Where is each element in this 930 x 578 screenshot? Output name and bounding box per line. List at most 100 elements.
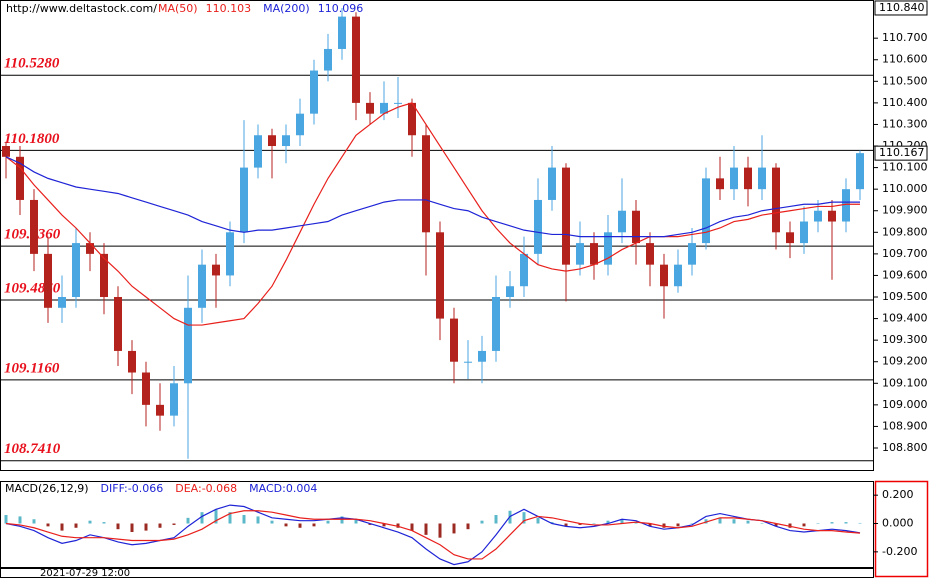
histogram-bar (858, 522, 862, 524)
legend-name: MA(200) (263, 2, 310, 15)
y-tick-label: 109.900 (882, 204, 928, 217)
level-label: 109.4860 (4, 280, 61, 296)
histogram-bar (200, 512, 204, 524)
last-price-box (874, 145, 928, 161)
histogram-bar (704, 519, 708, 524)
candle-body (688, 243, 696, 265)
histogram-bar (578, 523, 582, 525)
candle-body (100, 253, 108, 298)
histogram-bar (564, 523, 568, 527)
histogram-bar (494, 515, 498, 524)
histogram-bar (788, 523, 792, 528)
y-tick-label: 109.600 (882, 268, 928, 281)
histogram-bar (718, 517, 722, 524)
histogram-bar (158, 523, 162, 528)
histogram-bar (354, 519, 358, 524)
y-tick-label: 110.100 (882, 161, 928, 174)
macd-panel (0, 481, 874, 568)
histogram-bar (130, 523, 134, 533)
macd-line (5, 504, 861, 566)
histogram-bar (606, 520, 610, 524)
candle-body (156, 404, 164, 416)
candle-body (548, 167, 556, 200)
candle-body (16, 156, 24, 200)
histogram-bar (46, 523, 50, 527)
histogram-bar (746, 520, 750, 524)
histogram-bar (634, 522, 638, 524)
candle-body (2, 146, 10, 157)
macd-axis-box (874, 480, 929, 578)
candle-body (310, 70, 318, 114)
y-tick-label: 110.400 (882, 96, 928, 109)
candle-body (716, 178, 724, 190)
y-tick-label: 108.900 (882, 419, 928, 432)
y-tick-label: 110.600 (882, 53, 928, 66)
candle-body (268, 135, 276, 147)
histogram-bar (214, 509, 218, 524)
candle-body (618, 210, 626, 233)
histogram-bar (382, 523, 386, 527)
histogram-bar (256, 516, 260, 524)
legend-entry: MACD:0.004 (249, 482, 317, 495)
histogram-bar (438, 523, 442, 538)
legend-entry: DIFF:-0.066 (101, 482, 164, 495)
level-label: 110.5280 (4, 56, 60, 72)
y-tick-label: 109.100 (882, 376, 928, 389)
candle-body (436, 232, 444, 319)
histogram-bar (88, 520, 92, 524)
histogram-bar (452, 523, 456, 534)
candle-body (198, 264, 206, 308)
candle-body (828, 210, 836, 222)
axis-max-box (874, 0, 928, 16)
candle-body (478, 350, 486, 362)
candle-body (212, 264, 220, 276)
histogram-bar (620, 519, 624, 524)
histogram-bar (410, 523, 414, 531)
candle-body (814, 210, 822, 222)
histogram-bar (4, 515, 8, 524)
y-tick-label: 109.300 (882, 333, 928, 346)
y-tick-label: 110.500 (882, 74, 928, 87)
histogram-bar (522, 512, 526, 524)
candle-body (576, 243, 584, 265)
candle-body (338, 16, 346, 49)
candle-body (660, 264, 668, 287)
candle-body (786, 232, 794, 244)
candle-body (646, 243, 654, 265)
candle-body (380, 102, 388, 114)
histogram-bar (760, 523, 764, 525)
candle-body (296, 113, 304, 136)
candle-body (856, 153, 864, 190)
legend-name: MA(50) (158, 2, 198, 15)
histogram-bar (550, 522, 554, 524)
histogram-bar (74, 523, 78, 528)
candle-body (772, 167, 780, 233)
date-label: 2021-07-29 12:00 (40, 568, 130, 578)
candle-body (128, 350, 136, 373)
macd-title: MACD(26,12,9) (5, 482, 89, 495)
macd-line (5, 510, 861, 560)
candle-body (44, 253, 52, 308)
histogram-bar (424, 523, 428, 535)
level-label: 110.1800 (4, 131, 60, 147)
candle-body (324, 48, 332, 71)
histogram-bar (676, 523, 680, 527)
histogram-bar (312, 523, 316, 527)
candle-body (142, 372, 150, 405)
candle-body (800, 221, 808, 244)
candle-body (226, 232, 234, 276)
histogram-bar (340, 516, 344, 524)
histogram-bar (32, 519, 36, 524)
histogram-bar (60, 523, 64, 531)
candle-body (702, 178, 710, 244)
candle-body (394, 102, 402, 104)
histogram-bar (242, 515, 246, 524)
price-panel (0, 0, 874, 471)
ma-line (5, 156, 860, 238)
candle-body (408, 102, 416, 136)
candle-body (422, 135, 430, 233)
candle-body (632, 210, 640, 244)
y-tick-label: 109.200 (882, 355, 928, 368)
candle-body (72, 243, 80, 298)
